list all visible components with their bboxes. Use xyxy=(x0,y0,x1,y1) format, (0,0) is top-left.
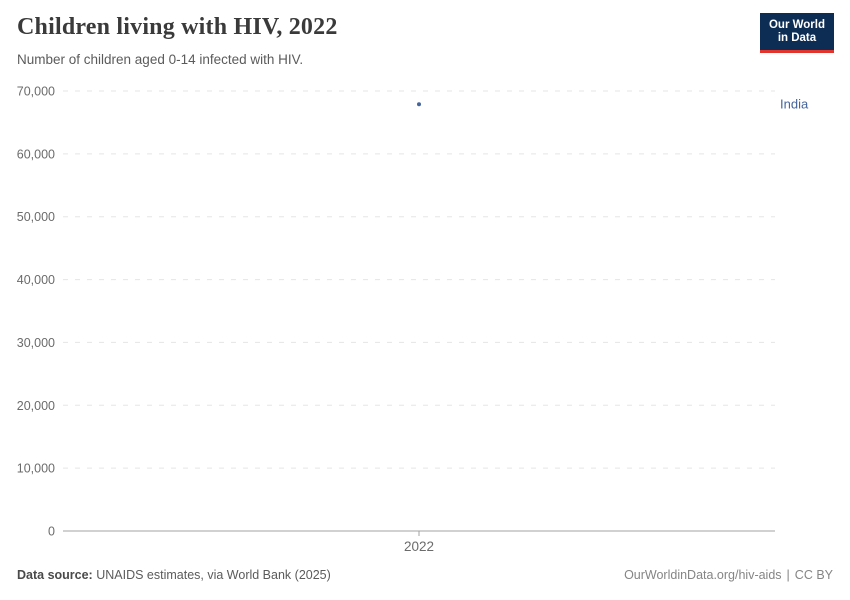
y-tick-label: 10,000 xyxy=(17,462,55,476)
owid-logo-line2: in Data xyxy=(777,32,817,44)
y-tick-label: 60,000 xyxy=(17,147,55,161)
owid-logo-line1: Our World xyxy=(768,19,825,31)
attribution-separator: | xyxy=(786,568,790,582)
data-source-note: Data source: UNAIDS estimates, via World… xyxy=(17,568,331,582)
y-tick-label: 40,000 xyxy=(17,273,55,287)
attribution: OurWorldinData.org/hiv-aids | CC BY xyxy=(624,568,833,582)
y-tick-label: 30,000 xyxy=(17,336,55,350)
chart-subtitle: Number of children aged 0-14 infected wi… xyxy=(17,52,304,67)
license-text: CC BY xyxy=(794,568,833,582)
chart-title: Children living with HIV, 2022 xyxy=(17,14,338,40)
owid-logo[interactable]: Our World in Data xyxy=(759,13,834,53)
owid-link[interactable]: OurWorldinData.org/hiv-aids xyxy=(624,568,782,582)
x-tick-label: 2022 xyxy=(404,539,434,554)
y-tick-label: 50,000 xyxy=(17,210,55,224)
y-tick-label: 70,000 xyxy=(17,85,55,99)
y-tick-label: 20,000 xyxy=(17,399,55,413)
data-source-text: UNAIDS estimates, via World Bank (2025) xyxy=(92,568,331,582)
data-point[interactable] xyxy=(417,102,421,107)
entity-label[interactable]: India xyxy=(780,97,809,112)
data-source-label: Data source: xyxy=(17,568,93,582)
y-tick-label: 0 xyxy=(48,525,55,539)
